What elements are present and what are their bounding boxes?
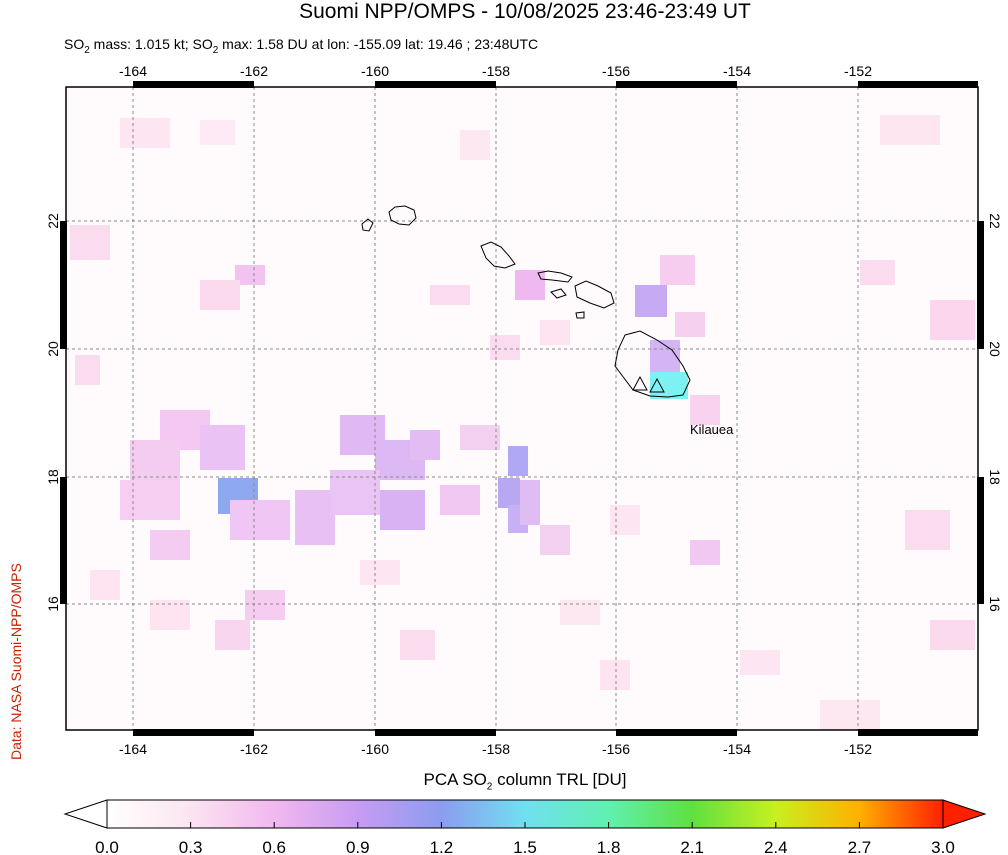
graticule bbox=[66, 87, 978, 730]
svg-text:22: 22 bbox=[45, 213, 61, 229]
so2-pixels bbox=[70, 115, 975, 730]
svg-text:2.7: 2.7 bbox=[848, 838, 872, 855]
map-frame bbox=[65, 86, 979, 731]
colorbar: 0.0 0.3 0.6 0.9 1.2 1.5 1.8 2.1 2.4 2.7 … bbox=[63, 799, 987, 855]
svg-text:-152: -152 bbox=[844, 63, 872, 79]
colorbar-low-arrow bbox=[63, 799, 108, 829]
svg-text:-164: -164 bbox=[119, 63, 147, 79]
volcano-markers bbox=[632, 375, 665, 393]
svg-text:-152: -152 bbox=[844, 741, 872, 757]
colorbar-high-arrow bbox=[942, 799, 987, 829]
svg-text:0.6: 0.6 bbox=[262, 838, 286, 855]
volcano-label: Kilauea bbox=[690, 422, 734, 437]
so2-max-pixel bbox=[650, 372, 688, 399]
svg-text:-162: -162 bbox=[240, 63, 268, 79]
colorbar-tick-labels: 0.0 0.3 0.6 0.9 1.2 1.5 1.8 2.1 2.4 2.7 … bbox=[95, 838, 955, 855]
svg-text:18: 18 bbox=[45, 469, 61, 485]
svg-text:16: 16 bbox=[987, 596, 1003, 612]
svg-text:-160: -160 bbox=[361, 741, 389, 757]
svg-text:1.5: 1.5 bbox=[513, 838, 537, 855]
svg-text:-164: -164 bbox=[119, 741, 147, 757]
map-title: Suomi NPP/OMPS - 10/08/2025 23:46-23:49 … bbox=[299, 0, 751, 23]
svg-text:-158: -158 bbox=[482, 63, 510, 79]
svg-text:20: 20 bbox=[45, 341, 61, 357]
svg-text:1.2: 1.2 bbox=[430, 838, 454, 855]
coastlines bbox=[361, 205, 691, 398]
lon-labels-top: -164 -162 -160 -158 -156 -154 -152 bbox=[119, 63, 872, 79]
map-background bbox=[66, 87, 978, 730]
svg-text:16: 16 bbox=[45, 596, 61, 612]
svg-text:-156: -156 bbox=[602, 741, 630, 757]
svg-text:3.0: 3.0 bbox=[931, 838, 955, 855]
svg-text:20: 20 bbox=[987, 341, 1003, 357]
colorbar-label: PCA SO2 column TRL [DU] bbox=[423, 770, 627, 793]
map-subtitle: SO2 mass: 1.015 kt; SO2 max: 1.58 DU at … bbox=[64, 36, 539, 56]
volcano-icon bbox=[649, 377, 665, 393]
svg-text:18: 18 bbox=[987, 469, 1003, 485]
svg-text:-156: -156 bbox=[602, 63, 630, 79]
svg-text:2.4: 2.4 bbox=[764, 838, 788, 855]
svg-text:-154: -154 bbox=[723, 63, 751, 79]
svg-text:0.3: 0.3 bbox=[179, 838, 203, 855]
frame-bars bbox=[60, 81, 984, 736]
svg-text:1.8: 1.8 bbox=[597, 838, 621, 855]
svg-text:-154: -154 bbox=[723, 741, 751, 757]
lat-labels-left: 22 20 18 16 bbox=[45, 213, 61, 612]
svg-text:-160: -160 bbox=[361, 63, 389, 79]
lat-labels-right: 22 20 18 16 bbox=[987, 213, 1003, 612]
svg-text:-158: -158 bbox=[482, 741, 510, 757]
svg-text:0.0: 0.0 bbox=[95, 838, 119, 855]
svg-text:22: 22 bbox=[987, 213, 1003, 229]
svg-text:0.9: 0.9 bbox=[346, 838, 370, 855]
svg-text:-162: -162 bbox=[240, 741, 268, 757]
svg-text:2.1: 2.1 bbox=[680, 838, 704, 855]
volcano-icon bbox=[632, 375, 648, 391]
lon-labels-bottom: -164 -162 -160 -158 -156 -154 -152 bbox=[119, 741, 872, 757]
